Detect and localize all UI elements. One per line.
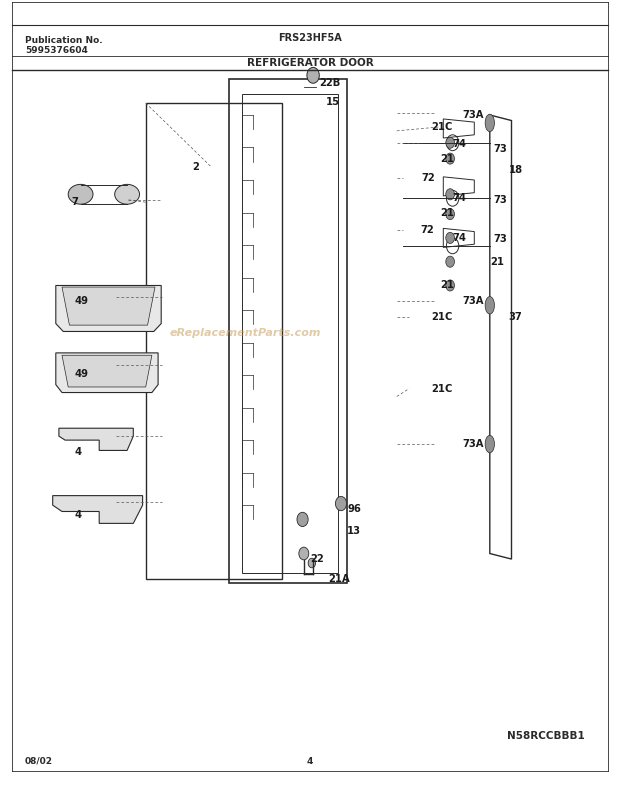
- Text: 73A: 73A: [462, 110, 484, 120]
- Text: 18: 18: [508, 166, 523, 175]
- Text: 74: 74: [453, 140, 467, 149]
- Text: 2: 2: [192, 162, 199, 171]
- Polygon shape: [53, 496, 143, 523]
- Ellipse shape: [115, 184, 140, 204]
- Circle shape: [446, 232, 454, 243]
- Polygon shape: [62, 287, 155, 325]
- Polygon shape: [59, 428, 133, 450]
- Text: 22B: 22B: [319, 79, 340, 88]
- Text: REFRIGERATOR DOOR: REFRIGERATOR DOOR: [247, 58, 373, 68]
- Text: 5995376604: 5995376604: [25, 46, 87, 55]
- Polygon shape: [62, 355, 152, 387]
- Text: Publication No.: Publication No.: [25, 36, 102, 44]
- Text: 21: 21: [440, 154, 454, 163]
- Circle shape: [308, 558, 316, 568]
- Text: 21C: 21C: [431, 312, 452, 322]
- Circle shape: [307, 67, 319, 83]
- Text: 73A: 73A: [462, 439, 484, 449]
- Polygon shape: [56, 285, 161, 331]
- Text: N58RCCBBB1: N58RCCBBB1: [507, 731, 585, 741]
- Text: 73A: 73A: [462, 297, 484, 306]
- Text: 15: 15: [326, 97, 340, 106]
- Text: 21C: 21C: [431, 384, 452, 393]
- Circle shape: [299, 547, 309, 560]
- Text: 13: 13: [347, 527, 361, 536]
- Text: FRS23HF5A: FRS23HF5A: [278, 33, 342, 44]
- Circle shape: [446, 256, 454, 267]
- Text: 21: 21: [440, 208, 454, 217]
- Circle shape: [335, 496, 347, 511]
- Text: 4: 4: [74, 447, 81, 457]
- Ellipse shape: [68, 184, 93, 204]
- Text: 37: 37: [508, 312, 522, 322]
- Text: 72: 72: [420, 225, 434, 235]
- Text: 4: 4: [74, 511, 81, 520]
- Text: 49: 49: [74, 297, 89, 306]
- Text: 21A: 21A: [329, 574, 350, 584]
- Circle shape: [446, 280, 454, 291]
- Ellipse shape: [485, 297, 495, 314]
- Ellipse shape: [485, 114, 495, 132]
- Text: 96: 96: [347, 504, 361, 514]
- Text: 4: 4: [307, 757, 313, 766]
- Circle shape: [446, 137, 454, 148]
- Circle shape: [446, 189, 454, 200]
- Text: 73: 73: [493, 144, 507, 154]
- Text: 49: 49: [74, 370, 89, 379]
- Text: 21: 21: [440, 281, 454, 290]
- Polygon shape: [56, 353, 158, 393]
- Text: 72: 72: [422, 174, 435, 183]
- Text: 21C: 21C: [431, 122, 452, 132]
- Circle shape: [446, 209, 454, 220]
- Text: 73: 73: [493, 235, 507, 244]
- Text: 74: 74: [453, 193, 467, 203]
- Text: 74: 74: [453, 233, 467, 243]
- Circle shape: [446, 153, 454, 164]
- Text: eReplacementParts.com: eReplacementParts.com: [169, 328, 321, 338]
- Text: 7: 7: [71, 197, 78, 207]
- Text: 08/02: 08/02: [25, 757, 53, 766]
- Text: 21: 21: [490, 257, 504, 266]
- Text: 22: 22: [310, 554, 324, 564]
- Ellipse shape: [485, 435, 495, 453]
- Circle shape: [297, 512, 308, 527]
- Text: 73: 73: [493, 195, 507, 205]
